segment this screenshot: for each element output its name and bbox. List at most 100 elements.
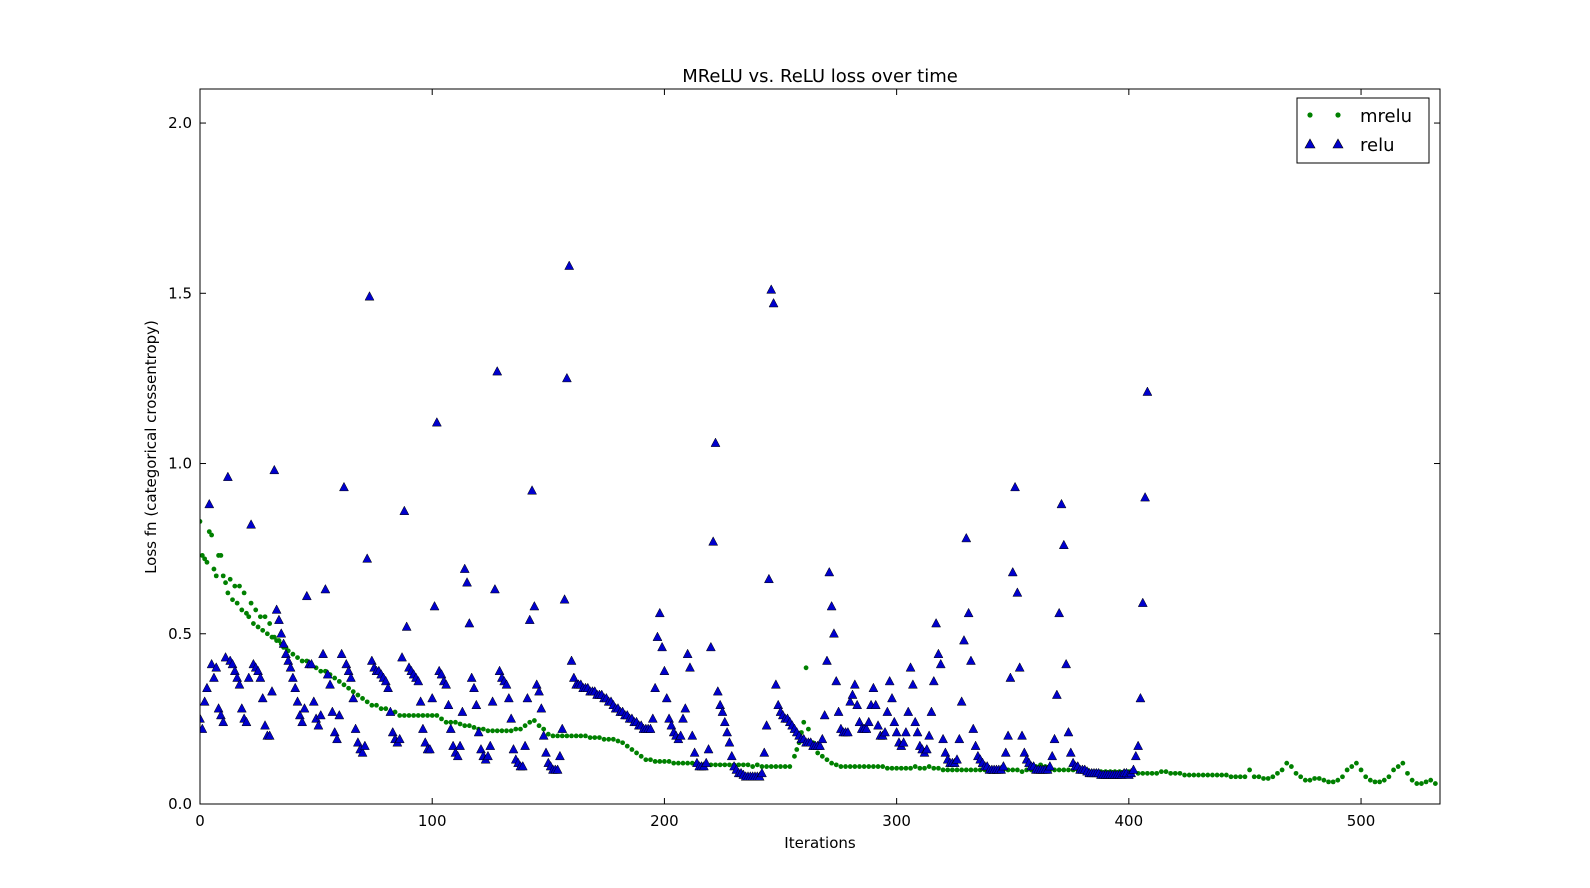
mrelu-point <box>671 760 677 766</box>
relu-point <box>299 703 310 713</box>
relu-point <box>719 716 730 727</box>
relu-point <box>898 737 909 747</box>
mrelu-point <box>875 764 881 769</box>
mrelu-point <box>648 757 653 763</box>
relu-point <box>538 730 549 740</box>
mrelu-point <box>945 767 951 773</box>
relu-point <box>1014 662 1025 672</box>
mrelu-point <box>504 728 509 734</box>
relu-point <box>385 706 396 716</box>
mrelu-point <box>318 668 324 674</box>
relu-point <box>552 764 563 774</box>
mrelu-point <box>213 573 219 579</box>
mrelu-point <box>559 733 565 739</box>
mrelu-point <box>773 764 779 769</box>
mrelu-point <box>610 736 616 742</box>
mrelu-point <box>1419 781 1424 786</box>
relu-point <box>931 618 942 628</box>
mrelu-point <box>550 733 556 739</box>
mrelu-point <box>260 627 266 633</box>
relu-point <box>200 696 210 706</box>
relu-point <box>471 699 482 710</box>
mrelu-point <box>443 719 449 725</box>
chart-title: MReLU vs. ReLU loss over time <box>682 66 958 87</box>
mrelu-point <box>397 713 403 718</box>
relu-point <box>255 672 266 682</box>
mrelu-point <box>857 764 862 769</box>
relu-point <box>366 655 377 665</box>
relu-point <box>380 675 391 686</box>
relu-point <box>901 726 911 737</box>
mrelu-point <box>884 765 890 771</box>
relu-point <box>464 618 475 628</box>
mrelu-point <box>209 532 215 538</box>
mrelu-point <box>662 759 667 764</box>
relu-point <box>968 723 979 733</box>
relu-point <box>529 600 540 611</box>
mrelu-point <box>1177 770 1183 776</box>
mrelu-point <box>234 600 240 606</box>
mrelu-point <box>1163 769 1169 775</box>
mrelu-point <box>1210 772 1215 778</box>
mrelu-point <box>1335 777 1341 783</box>
relu-point <box>715 699 726 710</box>
mrelu-point <box>1191 772 1197 778</box>
mrelu-point <box>912 764 918 769</box>
relu-point <box>267 686 277 696</box>
mrelu-point <box>917 765 923 771</box>
relu-point <box>459 563 470 573</box>
mrelu-point <box>643 757 649 763</box>
relu-point <box>209 672 219 682</box>
mrelu-point <box>745 762 751 768</box>
relu-point <box>1056 498 1067 509</box>
mrelu-point <box>1349 764 1355 769</box>
mrelu-point <box>750 764 756 769</box>
relu-point <box>555 750 565 761</box>
relu-point <box>887 692 897 703</box>
mrelu-point <box>601 736 607 742</box>
mrelu-point <box>1205 772 1211 778</box>
mrelu-point <box>801 719 807 725</box>
relu-point <box>924 730 935 740</box>
mrelu-point <box>1307 777 1313 783</box>
mrelu-point <box>1428 777 1434 783</box>
relu-point <box>206 658 217 669</box>
relu-point <box>933 648 944 658</box>
mrelu-point <box>1354 760 1359 766</box>
mrelu-point <box>420 713 426 718</box>
mrelu-point <box>722 762 728 768</box>
mrelu-point <box>513 726 519 732</box>
relu-point <box>281 648 291 658</box>
relu-point <box>322 669 333 679</box>
mrelu-point <box>369 702 375 708</box>
mrelu-point <box>922 765 927 771</box>
relu-point <box>763 573 774 584</box>
relu-point <box>863 716 874 727</box>
mrelu-point <box>852 764 858 769</box>
relu-point <box>759 747 770 757</box>
relu-point <box>485 740 496 750</box>
mrelu-point <box>768 764 774 769</box>
relu-point <box>1128 764 1139 774</box>
relu-point <box>236 703 247 713</box>
mrelu-point <box>787 764 793 769</box>
relu-point <box>476 743 486 754</box>
mrelu-point <box>290 651 296 657</box>
relu-point <box>1003 730 1014 740</box>
relu-point <box>678 713 688 723</box>
mrelu-point <box>833 762 839 768</box>
relu-point <box>905 662 916 672</box>
mrelu-point <box>434 713 440 718</box>
relu-point <box>1065 747 1076 757</box>
relu-point <box>357 747 368 757</box>
relu-point <box>926 706 937 716</box>
mrelu-point <box>1423 779 1429 785</box>
mrelu-point <box>592 735 598 741</box>
mrelu-point <box>794 747 800 752</box>
mrelu-point <box>223 580 228 586</box>
relu-point <box>852 699 863 710</box>
mrelu-point <box>685 760 691 766</box>
relu-point <box>346 672 356 682</box>
mrelu-point <box>1261 776 1266 781</box>
relu-point <box>842 726 853 737</box>
